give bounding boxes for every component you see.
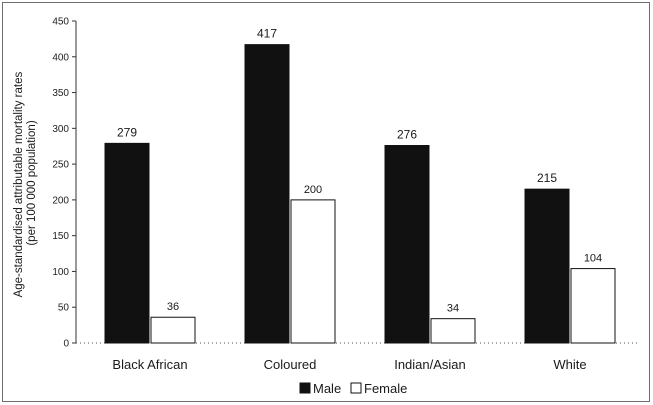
y-tick-label: 300: [52, 124, 69, 135]
y-axis-label-line-1: Age-standardised attributable mortality …: [13, 72, 25, 298]
y-tick-label: 0: [63, 339, 69, 350]
bar-male-coloured: [244, 44, 290, 344]
value-labels: 279 36 417 200 276 34 215 104: [117, 27, 602, 315]
data-label-male: 417: [257, 27, 277, 41]
data-label-female: 104: [584, 253, 602, 265]
bar-female-black-african: [150, 316, 196, 344]
x-tick-label: Black African: [112, 357, 187, 372]
category-labels: Black African Coloured Indian/Asian White: [112, 357, 586, 372]
y-tick-label: 200: [52, 195, 69, 206]
y-axis-label-line-2: (per 100 000 population): [26, 120, 38, 245]
data-label-female: 36: [167, 301, 179, 313]
bar-female-coloured: [290, 199, 336, 344]
legend: Male Female: [299, 381, 407, 396]
bar-male-white: [524, 188, 570, 344]
y-tick-label: 350: [52, 88, 69, 99]
bar-male-black-african: [104, 142, 150, 344]
y-tick-label: 250: [52, 160, 69, 171]
data-label-female: 34: [447, 303, 459, 315]
data-label-male: 215: [537, 171, 557, 185]
y-tick-label: 50: [58, 303, 70, 314]
y-axis: 0 50 100 150 200 250 300 350 400 450: [52, 17, 640, 350]
legend-label-female: Female: [364, 381, 407, 396]
x-tick-label: White: [553, 357, 586, 372]
legend-label-male: Male: [313, 381, 341, 396]
data-label-male: 276: [397, 128, 417, 142]
data-label-male: 279: [117, 125, 137, 139]
y-tick-label: 400: [52, 52, 69, 63]
y-tick-label: 450: [52, 17, 69, 28]
legend-swatch-female: [350, 382, 362, 394]
bar-female-indian-asian: [430, 318, 476, 344]
legend-swatch-male: [299, 382, 311, 394]
bar-male-indian-asian: [384, 145, 430, 344]
y-tick-label: 100: [52, 267, 69, 278]
data-label-female: 200: [304, 184, 322, 196]
y-axis-label: Age-standardised attributable mortality …: [13, 69, 38, 298]
y-tick-label: 150: [52, 231, 69, 242]
bars: [104, 44, 616, 344]
bar-female-white: [570, 268, 616, 344]
x-tick-label: Indian/Asian: [394, 357, 466, 372]
x-tick-label: Coloured: [264, 357, 317, 372]
